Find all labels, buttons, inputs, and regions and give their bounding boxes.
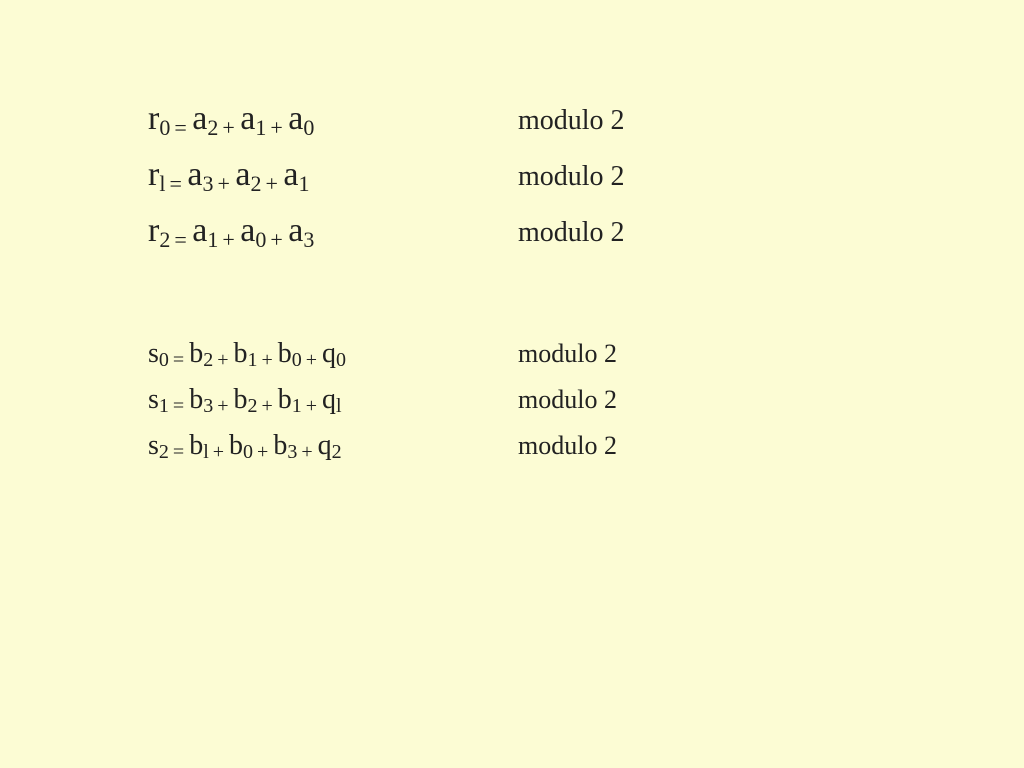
annotation: modulo 2: [518, 339, 617, 369]
plus: +: [301, 441, 317, 463]
var: b: [189, 384, 203, 415]
plus: +: [261, 349, 277, 371]
slide: r0 = a2 + a1 + a0 modulo 2 rl = a3 + a2: [0, 0, 1024, 768]
sub: 1: [292, 395, 302, 417]
var: a: [187, 156, 202, 193]
var: b: [233, 338, 247, 369]
var: a: [235, 156, 250, 193]
var: s: [148, 384, 159, 415]
var: a: [288, 100, 303, 137]
plus: +: [306, 349, 322, 371]
annotation: modulo 2: [518, 105, 625, 137]
equation-line: r0 = a2 + a1 + a0 modulo 2: [148, 100, 625, 156]
var: q: [318, 430, 332, 461]
var: a: [192, 100, 207, 137]
equation-line: s1 = b3 + b2 + b1 + ql modulo 2: [148, 384, 625, 430]
sub: 3: [203, 395, 213, 417]
var: b: [233, 384, 247, 415]
equation-line: s2 = bl + b0 + b3 + q2 modulo 2: [148, 430, 625, 476]
sub: 0: [243, 441, 253, 463]
annotation: modulo 2: [518, 385, 617, 415]
sub: 2: [207, 115, 218, 140]
sub: 0: [303, 115, 314, 140]
sub: 1: [299, 171, 310, 196]
equation-block-s: s0 = b2 + b1 + b0 + q0 modulo 2 s1 = b3: [148, 338, 625, 476]
spacer: [148, 268, 625, 338]
plus: +: [265, 171, 283, 196]
sub: 3: [202, 171, 213, 196]
sub: 0: [255, 227, 266, 252]
sub: 2: [250, 171, 261, 196]
var: b: [189, 430, 203, 461]
sub: 0: [336, 349, 346, 371]
var: a: [288, 212, 303, 249]
sub: 2: [159, 441, 169, 463]
var: a: [192, 212, 207, 249]
eq: =: [173, 349, 189, 371]
annotation: modulo 2: [518, 161, 625, 193]
plus: +: [222, 227, 240, 252]
sub: l: [203, 441, 209, 463]
sub: 1: [255, 115, 266, 140]
var: s: [148, 338, 159, 369]
var: r: [148, 212, 159, 249]
sub: 1: [159, 395, 169, 417]
slide-content: r0 = a2 + a1 + a0 modulo 2 rl = a3 + a2: [148, 100, 625, 476]
var: b: [189, 338, 203, 369]
eq: =: [174, 227, 192, 252]
eq: =: [169, 171, 187, 196]
sub: 0: [159, 115, 170, 140]
sub: 2: [159, 227, 170, 252]
plus: +: [217, 349, 233, 371]
var: a: [240, 212, 255, 249]
var: b: [273, 430, 287, 461]
equation-line: r2 = a1 + a0 + a3 modulo 2: [148, 212, 625, 268]
var: q: [322, 384, 336, 415]
annotation: modulo 2: [518, 431, 617, 461]
eq: =: [173, 395, 189, 417]
sub: l: [159, 171, 165, 196]
plus: +: [270, 115, 288, 140]
plus: +: [217, 395, 233, 417]
var: a: [283, 156, 298, 193]
var: b: [278, 338, 292, 369]
var: q: [322, 338, 336, 369]
sub: 0: [159, 349, 169, 371]
var: r: [148, 100, 159, 137]
plus: +: [213, 441, 229, 463]
var: a: [240, 100, 255, 137]
sub: 1: [207, 227, 218, 252]
equation-block-r: r0 = a2 + a1 + a0 modulo 2 rl = a3 + a2: [148, 100, 625, 268]
sub: 2: [203, 349, 213, 371]
sub: 1: [247, 349, 257, 371]
equation-line: s0 = b2 + b1 + b0 + q0 modulo 2: [148, 338, 625, 384]
sub: 2: [332, 441, 342, 463]
sub: l: [336, 395, 342, 417]
sub: 0: [292, 349, 302, 371]
var: b: [229, 430, 243, 461]
sub: 2: [247, 395, 257, 417]
sub: 3: [287, 441, 297, 463]
equation-line: rl = a3 + a2 + a1 modulo 2: [148, 156, 625, 212]
eq: =: [174, 115, 192, 140]
plus: +: [222, 115, 240, 140]
plus: +: [270, 227, 288, 252]
var: r: [148, 156, 159, 193]
plus: +: [217, 171, 235, 196]
plus: +: [257, 441, 273, 463]
annotation: modulo 2: [518, 217, 625, 249]
var: b: [278, 384, 292, 415]
plus: +: [306, 395, 322, 417]
eq: =: [173, 441, 189, 463]
sub: 3: [303, 227, 314, 252]
plus: +: [261, 395, 277, 417]
var: s: [148, 430, 159, 461]
